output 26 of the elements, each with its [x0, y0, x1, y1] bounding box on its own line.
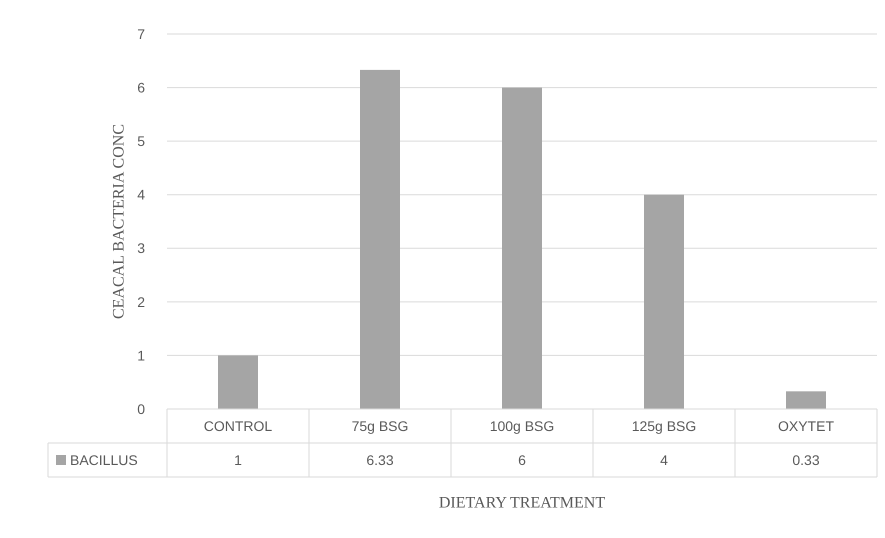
bar [502, 88, 542, 409]
bar [360, 70, 400, 409]
y-tick-label: 5 [137, 133, 146, 150]
legend-label: BACILLUS [70, 452, 138, 468]
data-label: 1 [234, 452, 242, 468]
y-tick-label: 4 [137, 186, 146, 203]
x-tick-label: OXYTET [778, 418, 834, 434]
bar [786, 391, 826, 409]
y-tick-label: 7 [137, 26, 146, 42]
x-tick-label: 125g BSG [632, 418, 696, 434]
data-label: 6 [518, 452, 526, 468]
x-axis-title: DIETARY TREATMENT [438, 494, 606, 512]
y-tick-label: 1 [137, 347, 146, 364]
data-label: 0.33 [792, 452, 820, 468]
y-tick-label: 6 [137, 79, 146, 96]
y-tick-label: 3 [137, 240, 146, 256]
bar [218, 355, 258, 409]
x-tick-label: 100g BSG [490, 418, 554, 434]
bar [644, 194, 684, 409]
x-tick-label: CONTROL [204, 418, 272, 434]
x-tick-label: 75g BSG [352, 418, 408, 434]
y-tick-label: 0 [137, 400, 146, 417]
data-label: 6.33 [366, 452, 394, 468]
y-axis-title: CEACAL BACTERIA CONC [110, 124, 128, 319]
data-label: 4 [660, 452, 668, 468]
y-tick-label: 2 [137, 294, 146, 310]
